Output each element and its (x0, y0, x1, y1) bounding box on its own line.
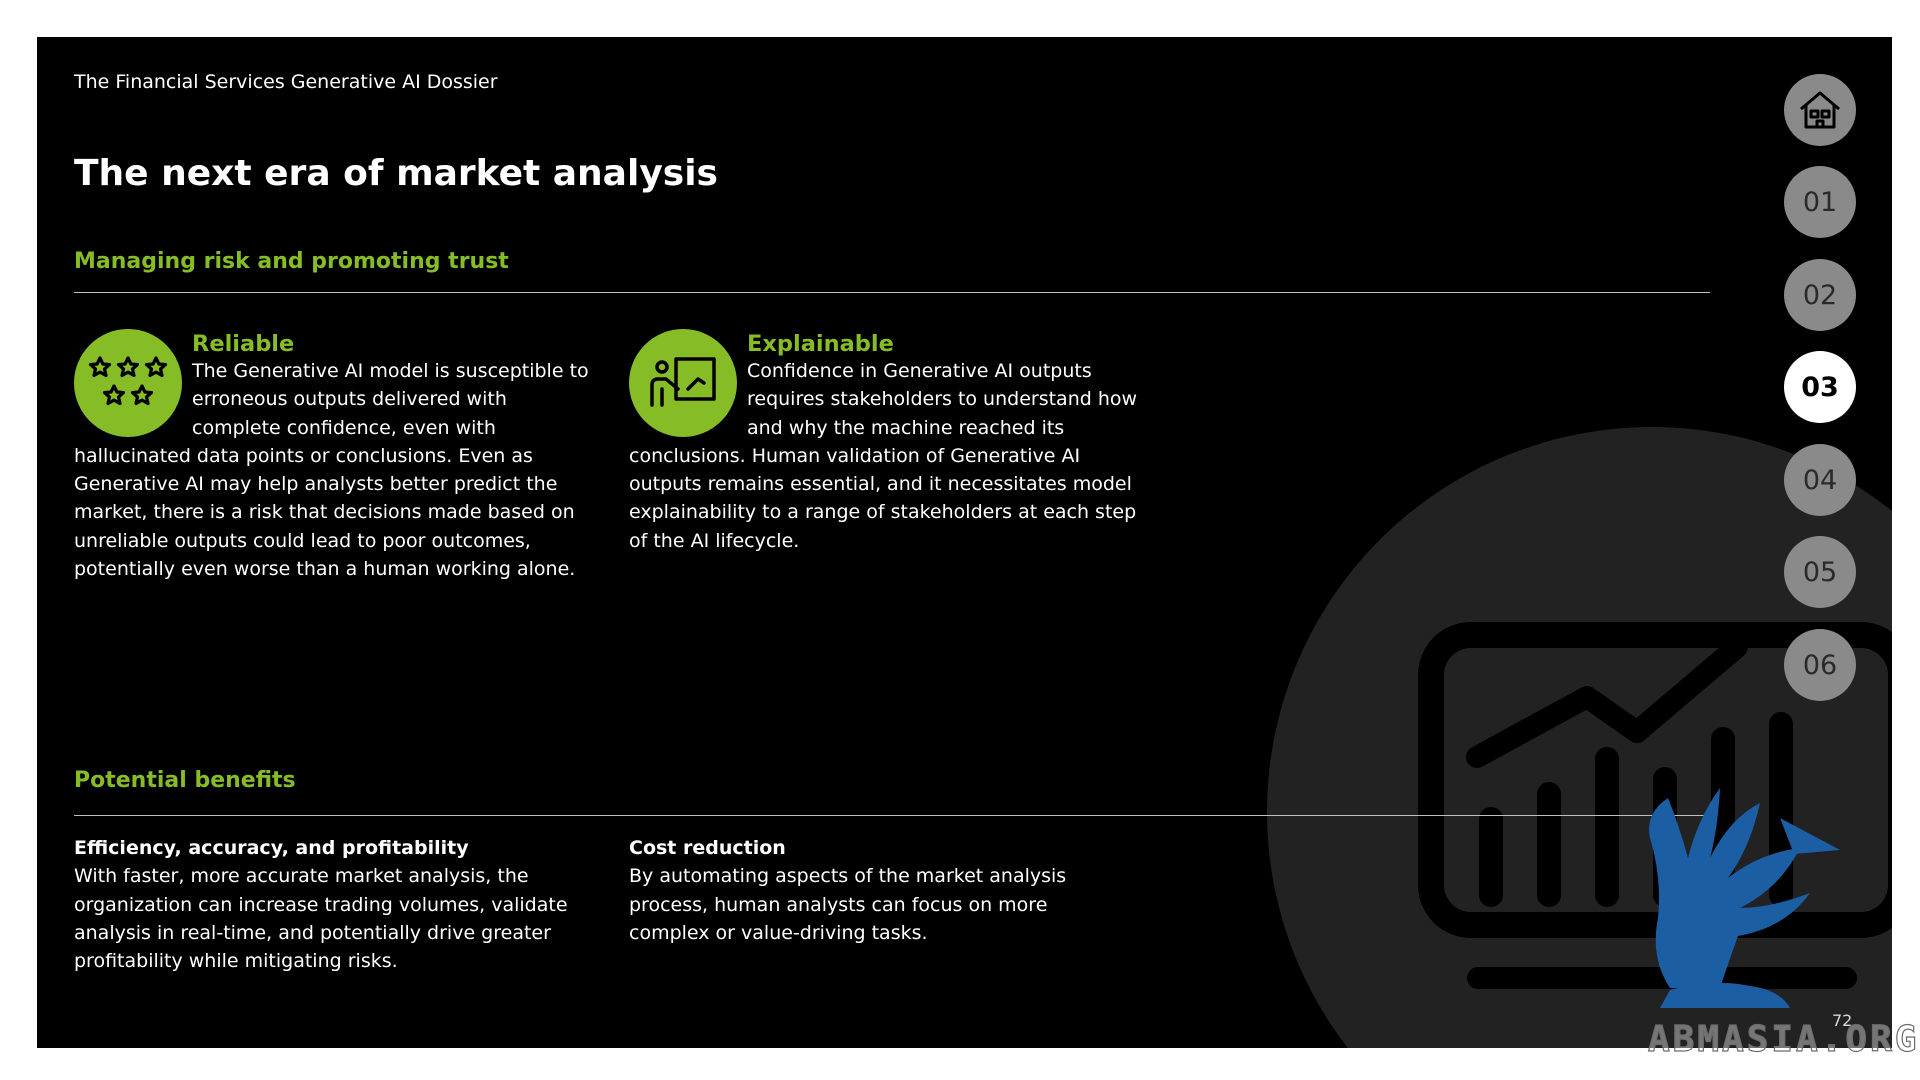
explainable-body: Confidence in Generative AI outputs requ… (629, 360, 1138, 552)
benefit-efficiency: Efficiency, accuracy, and profitability … (74, 834, 574, 975)
nav-section-03[interactable]: 03 (1784, 351, 1856, 423)
explainable-card: Explainable Confidence in Generative AI … (629, 329, 1149, 555)
reliable-body: The Generative AI model is susceptible t… (74, 360, 589, 581)
benefits-section-heading: Potential benefits (74, 768, 296, 793)
griffin-logo (1649, 788, 1840, 1008)
stars-rating-icon (88, 356, 168, 406)
benefit-efficiency-body: With faster, more accurate market analys… (74, 865, 568, 973)
reliable-title: Reliable (192, 331, 295, 357)
nav-section-04[interactable]: 04 (1784, 444, 1856, 516)
section-divider (74, 815, 1710, 816)
home-icon (1800, 91, 1840, 129)
benefit-cost-body: By automating aspects of the market anal… (629, 865, 1067, 944)
page-number: 72 (1832, 1011, 1853, 1030)
home-button[interactable] (1784, 74, 1856, 146)
section-divider (74, 292, 1710, 293)
nav-section-01[interactable]: 01 (1784, 166, 1856, 238)
benefit-cost-title: Cost reduction (629, 837, 786, 859)
presenter-whiteboard-icon (650, 357, 716, 407)
explainable-title: Explainable (747, 331, 894, 357)
explainable-badge (629, 329, 737, 437)
slide: The Financial Services Generative AI Dos… (37, 37, 1892, 1048)
nav-section-06[interactable]: 06 (1784, 629, 1856, 701)
benefit-cost-reduction: Cost reduction By automating aspects of … (629, 834, 1129, 947)
nav-section-02[interactable]: 02 (1784, 259, 1856, 331)
risk-section-heading: Managing risk and promoting trust (74, 249, 509, 274)
reliable-card: Reliable The Generative AI model is susc… (74, 329, 594, 583)
benefit-efficiency-title: Efficiency, accuracy, and profitability (74, 837, 469, 859)
reliable-badge (74, 329, 182, 437)
dossier-title: The Financial Services Generative AI Dos… (74, 71, 498, 93)
nav-section-05[interactable]: 05 (1784, 536, 1856, 608)
watermark-text: ABMASIA.ORG (1647, 1018, 1920, 1060)
page-title: The next era of market analysis (74, 153, 718, 194)
